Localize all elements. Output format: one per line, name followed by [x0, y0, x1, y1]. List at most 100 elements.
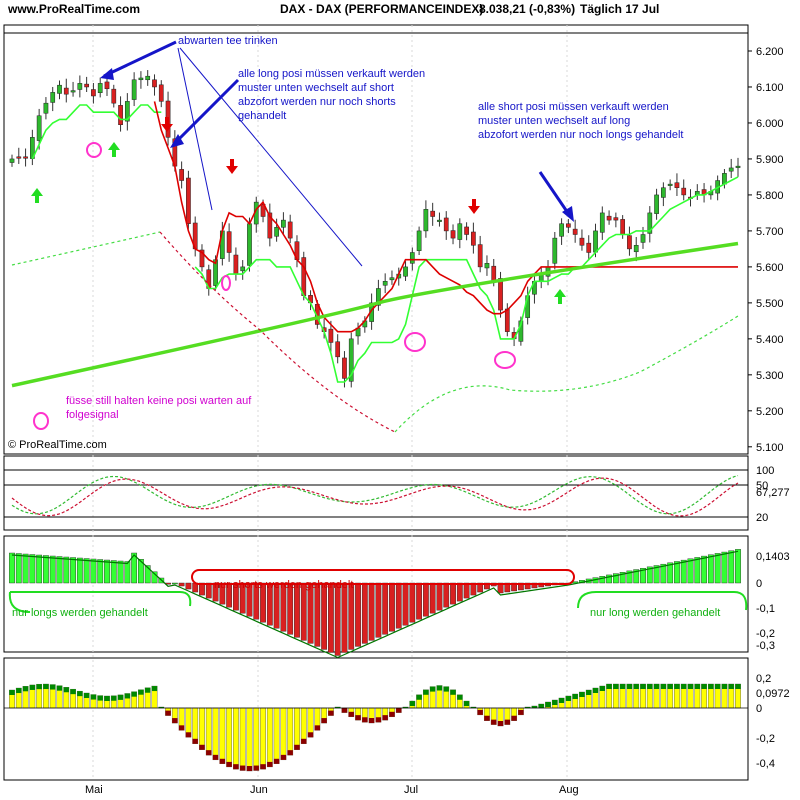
histogram-2-edge: [240, 765, 246, 771]
histogram-1-bar: [361, 582, 368, 644]
candle-body: [131, 79, 137, 100]
histogram-2-edge: [714, 684, 721, 689]
x-tick-label: Jun: [250, 784, 268, 796]
histogram-2-edge: [653, 684, 660, 689]
histogram-2-edge: [619, 684, 626, 689]
envelope-upper-left: [11, 231, 161, 266]
shorts-bracket: [191, 569, 575, 585]
candle-body: [613, 217, 619, 221]
histogram-2-edge: [681, 684, 687, 689]
histogram-1-bar: [450, 582, 456, 605]
histogram-2-edge: [538, 704, 544, 708]
histogram-1-bar: [680, 559, 687, 584]
h1-tick-label: -0,1: [756, 603, 775, 615]
moving-average-line: [11, 241, 739, 388]
histogram-1-bar: [667, 562, 674, 584]
histogram-2-edge: [158, 707, 164, 708]
candle-body: [593, 230, 598, 253]
candle-body: [199, 249, 205, 268]
oscillator-signal-line: [11, 477, 739, 517]
histogram-2-edge: [172, 718, 178, 724]
h1-tick-label: 0: [756, 578, 762, 590]
histogram-2-edge: [50, 684, 56, 690]
histogram-2-edge: [660, 684, 667, 689]
histogram-2-edge: [470, 707, 477, 708]
histogram-1-bar: [402, 582, 409, 626]
histogram-1-bar: [171, 582, 178, 585]
histogram-1-bar: [97, 559, 104, 584]
price-panel: [3, 24, 749, 455]
red-down-arrow-1: [161, 117, 173, 132]
red-down-arrow-2: [226, 159, 238, 174]
candle-body: [566, 223, 571, 228]
candle-body: [667, 183, 673, 186]
annotation-long-1: alle long posi müssen verkauft werden: [238, 68, 425, 80]
histogram-panel-1: [3, 535, 749, 653]
candle-body: [267, 212, 273, 239]
candle-body: [260, 204, 266, 217]
h2-tick-label: -0,2: [756, 733, 775, 745]
annotation-short-2: muster unten wechselt auf long: [478, 115, 630, 127]
histogram-2-edge: [491, 719, 497, 725]
histogram-2-edge: [334, 707, 341, 708]
histogram-2-edge: [565, 696, 572, 701]
histogram-1-bar: [456, 582, 463, 602]
candle-body: [301, 257, 307, 296]
histogram-2-bar: [246, 707, 253, 772]
histogram-1-bar: [395, 582, 402, 629]
histogram-2-edge: [29, 684, 36, 690]
candle-body: [457, 223, 463, 240]
annotation-short-1: alle short posi müssen verkauft werden: [478, 101, 669, 113]
histogram-2-edge: [613, 684, 619, 689]
histogram-2-bar: [212, 707, 219, 761]
longs-bracket-left: [8, 591, 192, 613]
histogram-1-bar: [49, 555, 56, 584]
histogram-2-edge: [219, 758, 226, 764]
h1-tick-label: -0,2: [756, 628, 775, 640]
histogram-2-bar: [280, 707, 287, 761]
candle-body: [23, 156, 28, 159]
blue-arrow-2: [174, 78, 240, 144]
h2-tick-label: -0,4: [756, 758, 775, 770]
histogram-2-edge: [307, 732, 314, 738]
candle-body: [586, 242, 592, 253]
histogram-2-edge: [518, 709, 524, 715]
histogram-2-edge: [104, 695, 110, 701]
candle-body: [57, 84, 62, 94]
candle-body: [491, 265, 497, 282]
histogram-2-edge: [253, 765, 259, 771]
histogram-2-edge: [117, 694, 124, 700]
histogram-1-bar: [626, 570, 633, 584]
histogram-2-edge: [348, 711, 354, 717]
histogram-2-edge: [409, 701, 416, 707]
histogram-2-bar: [226, 707, 233, 768]
histogram-2-edge: [9, 690, 15, 695]
histogram-2-edge: [558, 698, 565, 703]
y-tick-label: 5.900: [756, 154, 784, 166]
y-tick-label: 5.100: [756, 442, 784, 454]
histogram-1-bar: [694, 557, 701, 584]
histogram-1-bar: [131, 552, 138, 584]
candle-body: [640, 234, 646, 243]
histogram-2-edge: [70, 689, 76, 695]
histogram-panel-2: [3, 657, 749, 781]
histogram-2-edge: [497, 721, 504, 726]
histogram-2-edge: [362, 717, 368, 723]
histogram-1-bar: [56, 556, 63, 584]
histogram-1-bar: [660, 563, 667, 584]
histogram-1-bar: [416, 582, 422, 620]
histogram-2-edge: [267, 761, 273, 767]
histogram-2-edge: [328, 710, 334, 716]
candle-body: [348, 338, 354, 382]
histogram-2-edge: [531, 706, 538, 708]
histogram-2-edge: [355, 715, 361, 721]
candle-body: [518, 320, 524, 342]
candle-body: [654, 194, 659, 214]
histogram-1-bar: [117, 560, 124, 584]
histogram-1-bar: [110, 560, 117, 584]
histogram-2-bar: [273, 707, 280, 764]
histogram-2-bar: [287, 707, 294, 756]
histogram-2-edge: [436, 685, 443, 691]
candle-body: [328, 328, 334, 343]
y-tick-label: 5.200: [756, 406, 784, 418]
